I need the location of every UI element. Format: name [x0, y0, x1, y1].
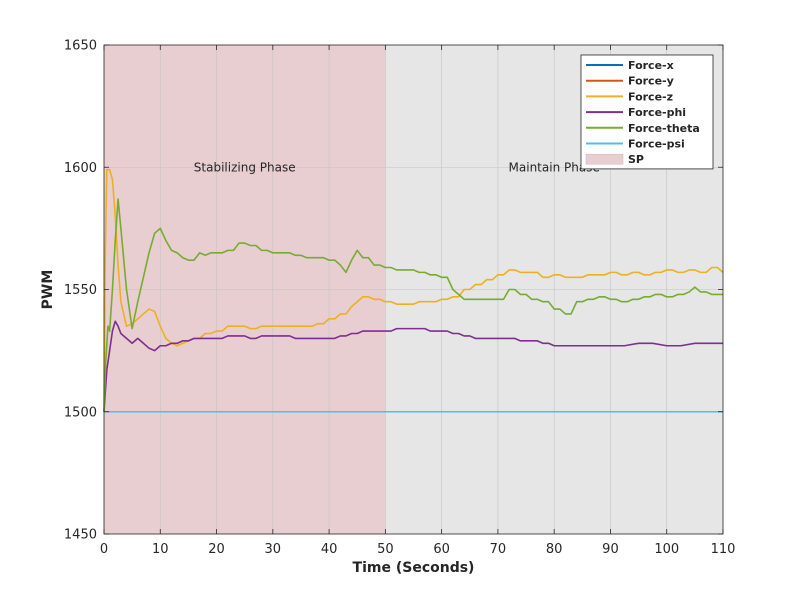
legend-label-force-z: Force-z — [628, 90, 673, 103]
legend-label-force-psi: Force-psi — [628, 138, 685, 151]
x-axis-label: Time (Seconds) — [353, 560, 475, 576]
annotation-maintain-phase: Maintain Phase — [509, 160, 600, 174]
series-lines — [103, 168, 724, 413]
y-tick-label-1600: 1600 — [64, 161, 97, 176]
series-line-force-phi — [103, 320, 723, 412]
x-tick-label-30: 30 — [265, 542, 282, 557]
legend: Force-x Force-y Force-z Force-phi Force-thet… — [580, 54, 714, 170]
x-tick-label-10: 10 — [152, 542, 169, 557]
legend-label-force-y: Force-y — [628, 75, 674, 88]
x-tick-label-50: 50 — [377, 542, 394, 557]
annotations: Stabilizing Phase Maintain Phase — [194, 160, 600, 174]
legend-label-sp: SP — [628, 153, 644, 166]
axis-ticks: 0 10 20 30 40 50 60 70 80 90 100 110 1450 1500 1550 160… — [64, 39, 736, 558]
legend-swatch-sp — [585, 153, 624, 165]
y-tick-label-1550: 1550 — [64, 283, 97, 298]
legend-label-force-theta: Force-theta — [628, 122, 700, 135]
annotation-stabilizing-phase: Stabilizing Phase — [194, 160, 296, 174]
x-tick-label-100: 100 — [654, 542, 679, 557]
y-tick-label-1500: 1500 — [64, 405, 97, 420]
x-tick-label-40: 40 — [321, 542, 338, 557]
legend-label-force-phi: Force-phi — [628, 106, 686, 119]
x-tick-label-20: 20 — [208, 542, 225, 557]
x-tick-label-0: 0 — [100, 542, 108, 557]
legend-label-force-x: Force-x — [628, 59, 674, 72]
x-tick-label-90: 90 — [602, 542, 619, 557]
y-tick-label-1450: 1450 — [64, 528, 97, 543]
x-tick-label-110: 110 — [711, 542, 736, 557]
y-axis-label: PWM — [40, 270, 56, 310]
series-line-force-theta — [103, 198, 723, 412]
x-tick-label-80: 80 — [546, 542, 563, 557]
x-tick-label-70: 70 — [490, 542, 507, 557]
y-tick-label-1650: 1650 — [64, 39, 97, 54]
x-tick-label-60: 60 — [433, 542, 450, 557]
